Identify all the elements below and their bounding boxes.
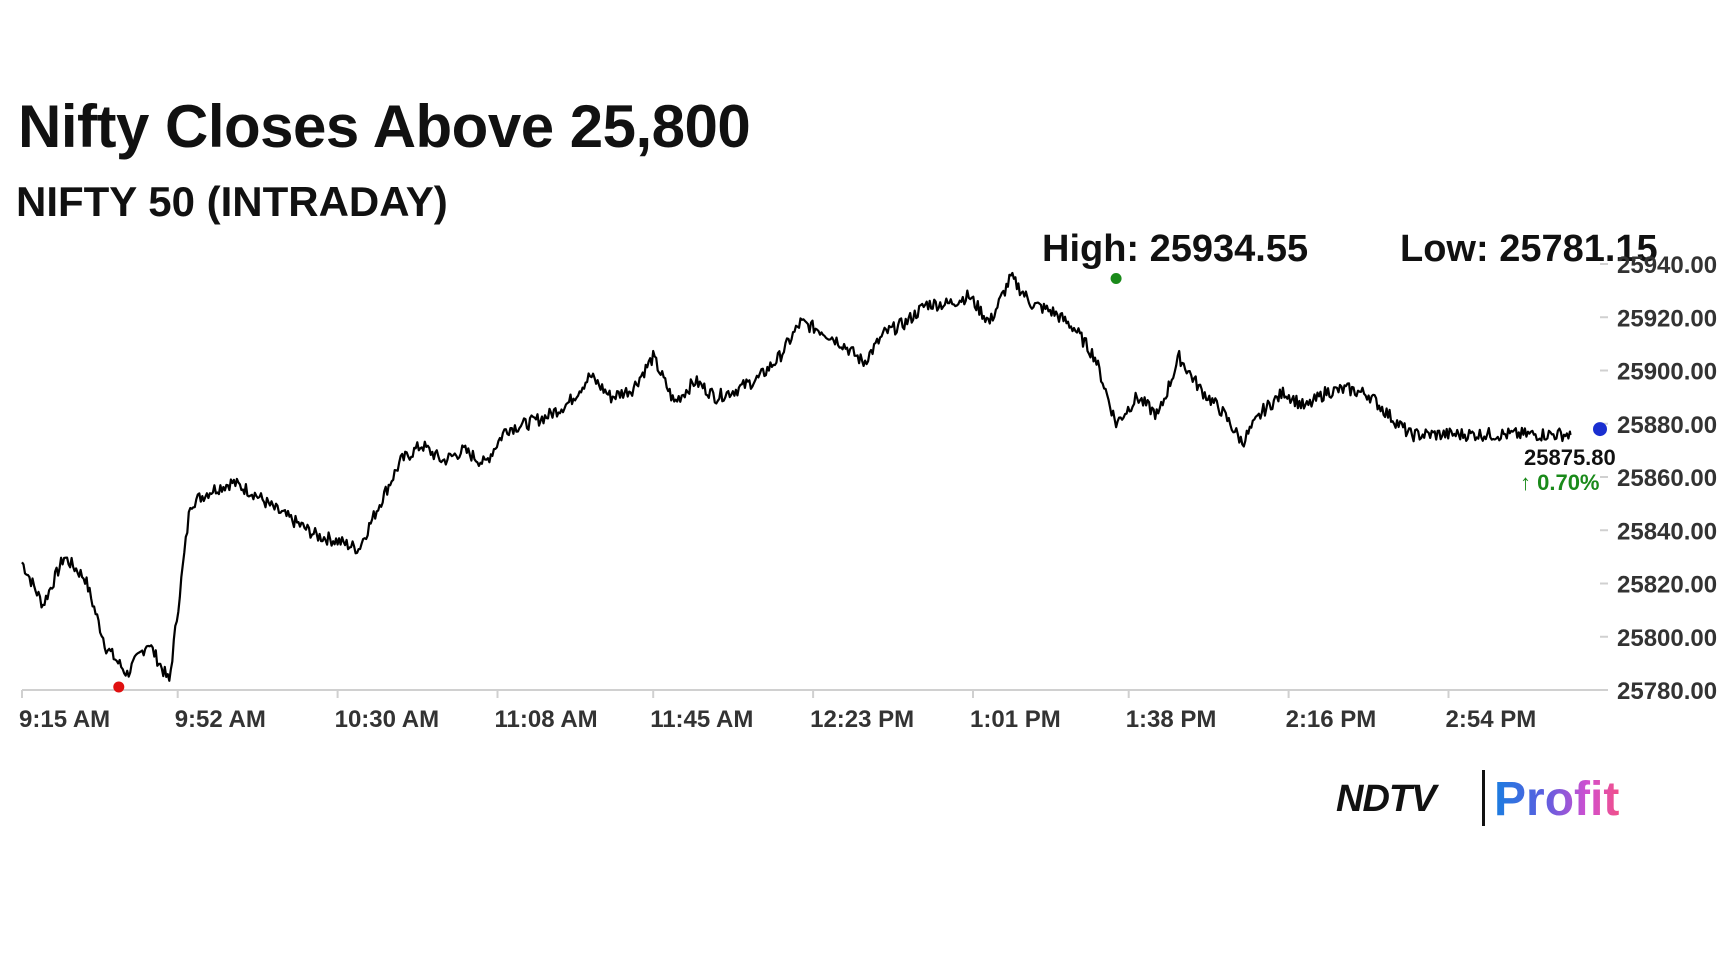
x-tick-label: 10:30 AM	[335, 706, 439, 733]
last-value-label: 25875.80	[1524, 445, 1616, 470]
low-marker	[113, 681, 125, 693]
y-tick-label: 25920.00	[1617, 305, 1717, 332]
x-tick-label: 11:45 AM	[650, 706, 753, 733]
ndtv-logo-text: NDTV	[1336, 778, 1436, 820]
y-tick-label: 25860.00	[1617, 465, 1717, 492]
y-tick-label: 25780.00	[1617, 678, 1717, 705]
x-tick-label: 1:38 PM	[1126, 706, 1217, 733]
profit-logo-text: Profit	[1494, 773, 1620, 826]
y-tick-label: 25820.00	[1617, 572, 1717, 599]
high-label: High: 25934.55	[1042, 228, 1309, 270]
y-tick-label: 25900.00	[1617, 359, 1717, 386]
x-tick-label: 11:08 AM	[495, 706, 598, 733]
chart-subtitle: NIFTY 50 (INTRADAY)	[16, 178, 448, 225]
y-tick-label: 25940.00	[1617, 252, 1717, 279]
x-tick-label: 9:52 AM	[175, 706, 266, 733]
x-tick-label: 2:54 PM	[1446, 706, 1537, 733]
chart-title: Nifty Closes Above 25,800	[18, 93, 751, 160]
low-label: Low: 25781.15	[1400, 228, 1658, 270]
high-marker	[1110, 273, 1122, 285]
last-value-marker	[1593, 422, 1607, 437]
price-line	[21, 271, 1572, 682]
logo-divider	[1482, 770, 1485, 826]
x-tick-label: 1:01 PM	[970, 706, 1061, 733]
y-tick-label: 25880.00	[1617, 412, 1717, 439]
x-tick-label: 9:15 AM	[19, 706, 110, 733]
y-tick-label: 25800.00	[1617, 625, 1717, 652]
x-tick-label: 2:16 PM	[1286, 706, 1377, 733]
x-tick-label: 12:23 PM	[810, 706, 914, 733]
change-label: ↑ 0.70%	[1520, 470, 1600, 495]
y-tick-label: 25840.00	[1617, 518, 1717, 545]
